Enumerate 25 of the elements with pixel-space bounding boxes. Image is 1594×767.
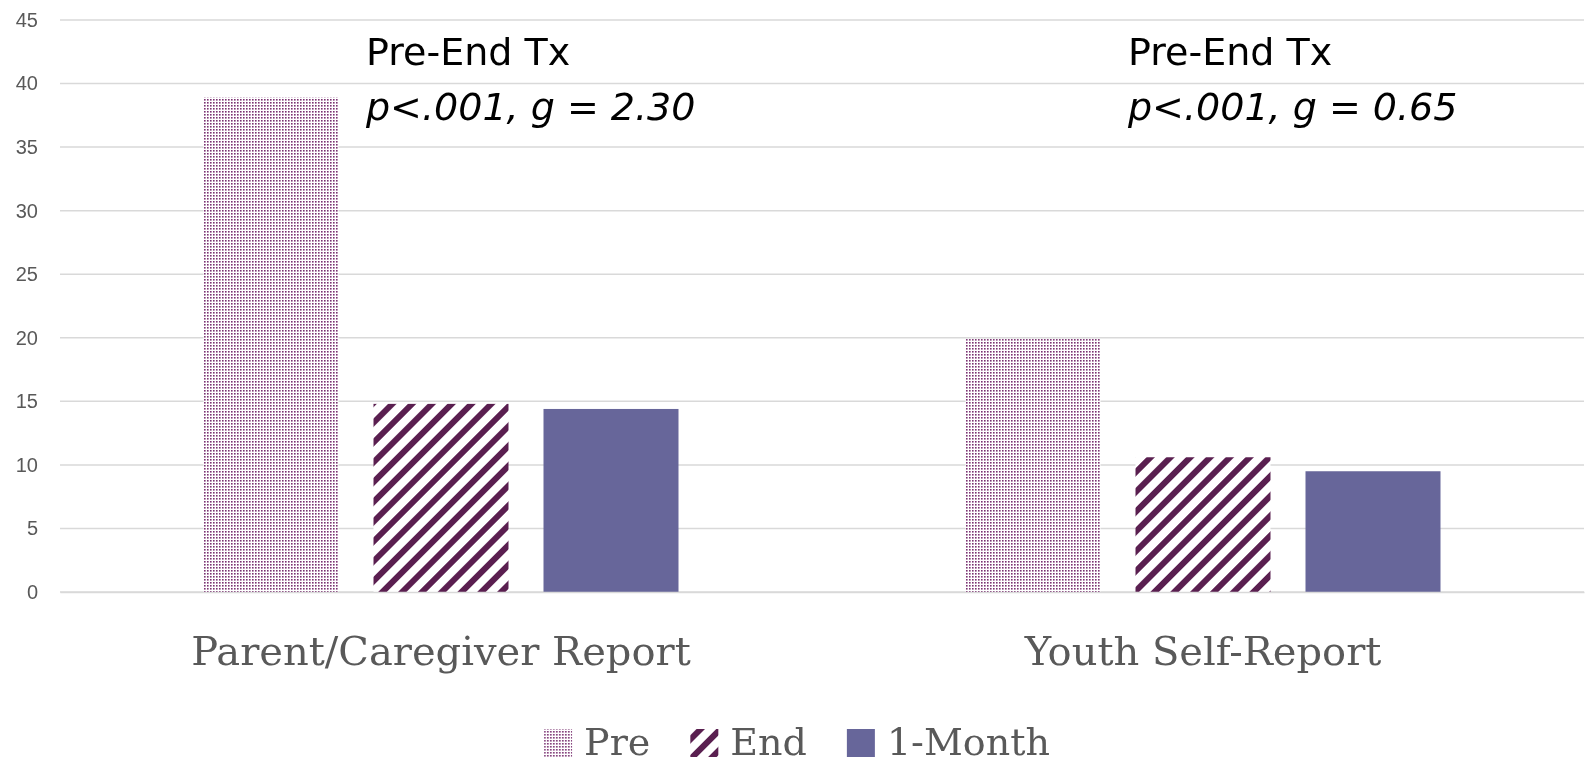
y-tick-label: 20: [15, 326, 38, 349]
annotation: Pre-End Tx: [1128, 30, 1333, 74]
bar: [543, 408, 679, 592]
legend-label: End: [730, 720, 807, 764]
bar: [373, 403, 509, 592]
bar: [203, 97, 339, 592]
y-tick-label: 35: [15, 136, 38, 159]
bar: [1305, 471, 1441, 592]
y-tick-label: 15: [15, 390, 38, 413]
y-tick-label: 40: [15, 72, 38, 95]
y-tick-label: 45: [15, 8, 38, 31]
annotation: p<.001, g = 0.65: [1127, 85, 1458, 129]
legend-label: 1-Month: [886, 720, 1050, 764]
y-tick-label: 5: [26, 517, 38, 540]
bar: [965, 339, 1101, 592]
legend-label: Pre: [584, 720, 651, 764]
x-tick-label: Parent/Caregiver Report: [191, 628, 691, 675]
annotation: p<.001, g = 2.30: [365, 85, 696, 129]
y-tick-label: 10: [15, 453, 38, 476]
y-tick-label: 25: [15, 263, 38, 286]
x-tick-label: Youth Self-Report: [1023, 628, 1382, 675]
y-tick-label: 0: [26, 580, 38, 603]
annotation: Pre-End Tx: [366, 30, 571, 74]
bar: [1135, 457, 1271, 592]
y-tick-label: 30: [15, 199, 38, 222]
